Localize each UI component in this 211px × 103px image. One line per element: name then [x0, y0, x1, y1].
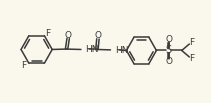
Text: O: O	[165, 35, 172, 44]
Text: HN: HN	[115, 46, 128, 55]
Text: F: F	[21, 61, 26, 70]
Text: O: O	[165, 57, 172, 66]
Text: F: F	[189, 53, 195, 63]
Text: F: F	[45, 29, 51, 38]
Text: F: F	[189, 38, 195, 47]
Text: O: O	[65, 31, 72, 40]
Text: HN: HN	[85, 45, 99, 54]
Text: O: O	[94, 31, 101, 40]
Text: S: S	[166, 46, 172, 56]
